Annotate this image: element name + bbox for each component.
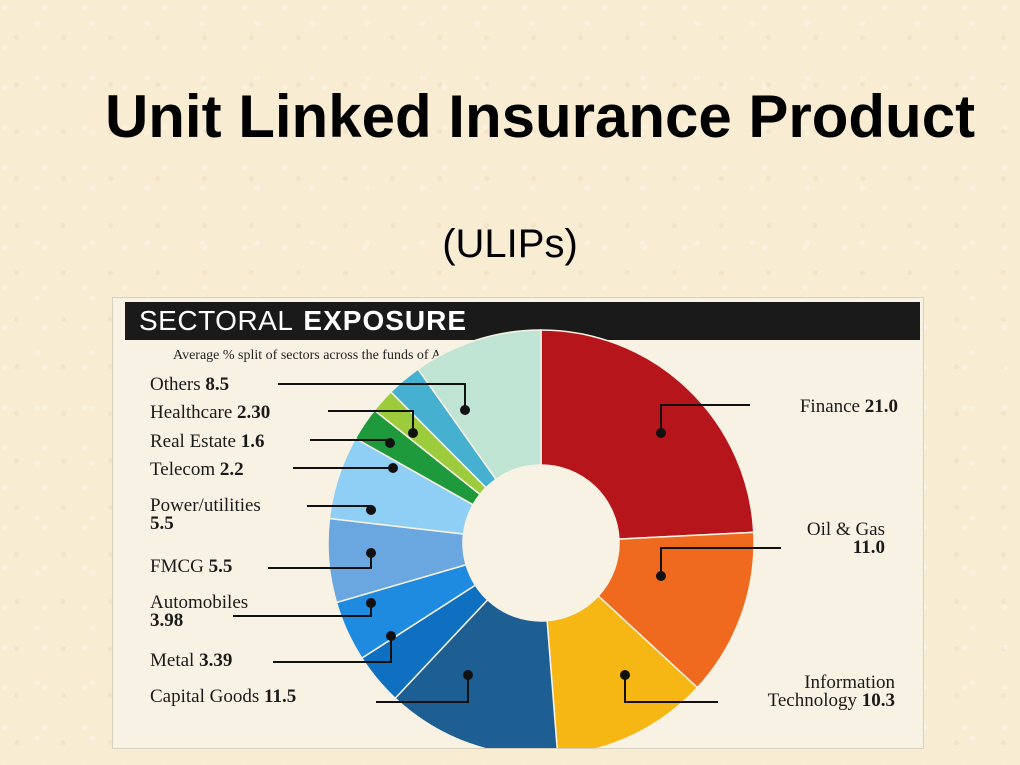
leader-dot-fmcg	[366, 548, 376, 558]
leader-line-healthcare	[328, 410, 414, 433]
label-automobiles: Automobiles 3.98	[150, 592, 248, 631]
label-information-technology: Information Technology 10.3	[768, 672, 896, 711]
label-capital-goods: Capital Goods 11.5	[150, 686, 296, 707]
leader-dot-oil-gas	[656, 571, 666, 581]
leader-dot-real-estate	[385, 438, 395, 448]
label-others: Others 8.5	[150, 374, 229, 395]
leader-dot-power-utilities	[366, 505, 376, 515]
leader-dot-healthcare	[408, 428, 418, 438]
leader-line-oil-gas	[660, 547, 781, 576]
label-real-estate: Real Estate 1.6	[150, 431, 265, 452]
chart-header-part2: EXPOSURE	[303, 305, 468, 336]
leader-dot-capital-goods	[463, 670, 473, 680]
pie-chart: Finance 21.0 Oil & Gas 11.0 Information Tech…	[150, 329, 898, 748]
label-power-utilities: Power/utilities 5.5	[150, 495, 261, 534]
label-fmcg: FMCG 5.5	[150, 556, 232, 577]
label-healthcare: Healthcare 2.30	[150, 402, 270, 423]
leader-dot-finance	[656, 428, 666, 438]
chart-panel: SECTORAL EXPOSURE Average % split of sec…	[112, 297, 924, 749]
leader-dot-metal	[386, 631, 396, 641]
leader-line-others	[278, 383, 466, 410]
leader-line-capital-goods	[376, 675, 469, 703]
leader-dot-information-technology	[620, 670, 630, 680]
slide-subtitle: (ULIPs)	[442, 222, 578, 266]
slice-others	[416, 329, 542, 481]
label-telecom: Telecom 2.2	[150, 459, 244, 480]
label-oil-gas: Oil & Gas 11.0	[807, 519, 885, 558]
donut-hole	[463, 465, 619, 621]
leader-line-metal	[273, 636, 392, 663]
slide-title: Unit Linked Insurance Product	[104, 83, 976, 150]
leader-dot-others	[460, 405, 470, 415]
leader-dot-telecom	[388, 463, 398, 473]
label-finance: Finance 21.0	[800, 396, 898, 417]
leader-dot-automobiles	[366, 598, 376, 608]
chart-header-part1: SECTORAL	[139, 305, 294, 336]
label-metal: Metal 3.39	[150, 650, 232, 671]
leader-line-finance	[660, 404, 750, 433]
leader-line-information-technology	[624, 675, 718, 703]
